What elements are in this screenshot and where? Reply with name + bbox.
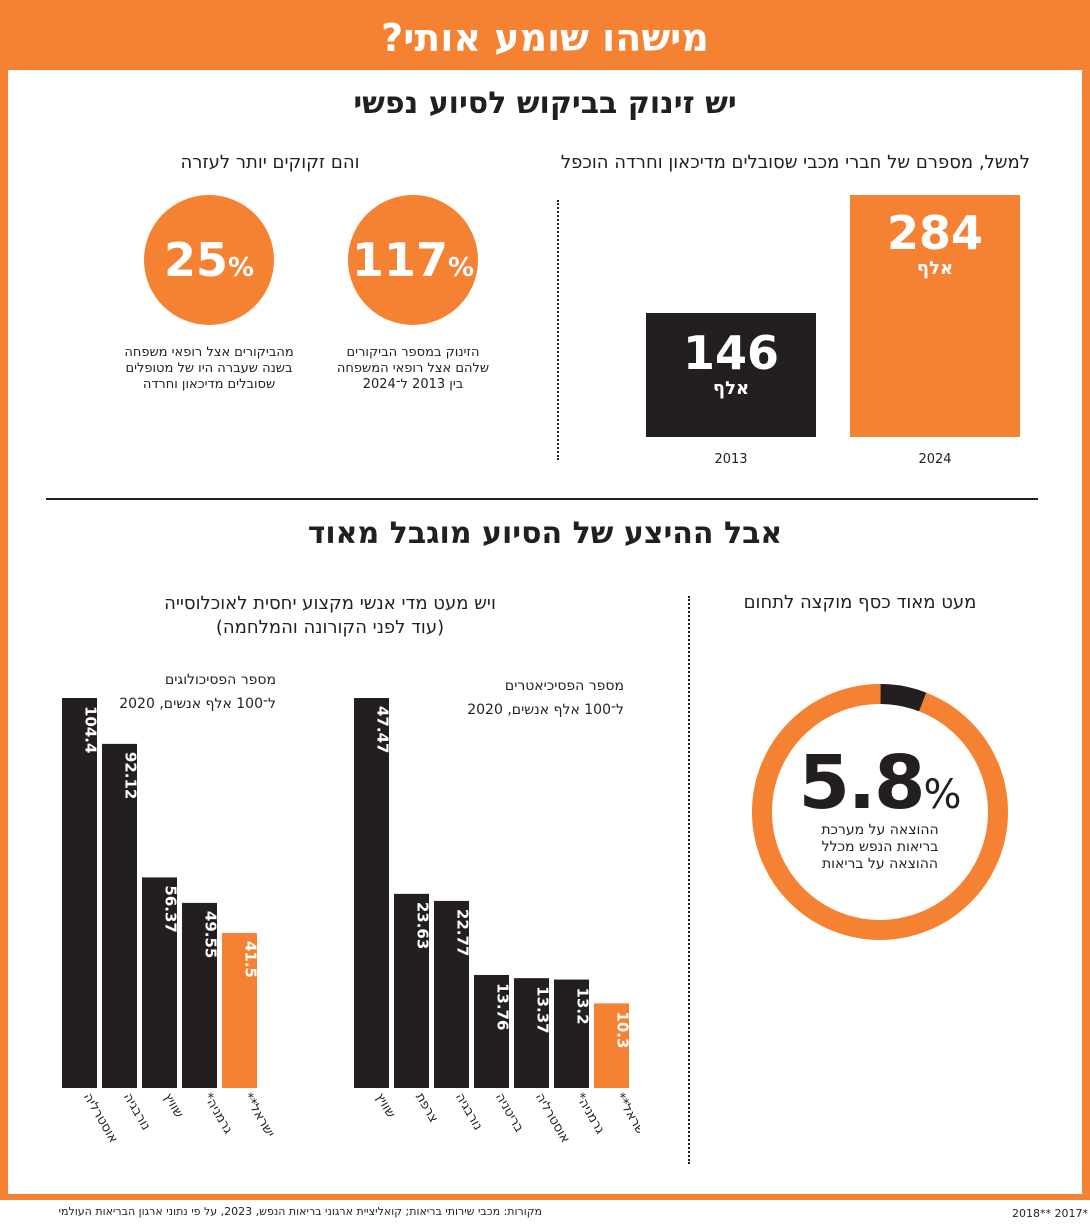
circle-117: 117% [348, 195, 478, 325]
psychologists-chart-title: מספר הפסיכולוגים ל־100 אלף אנשים, 2020 [60, 668, 276, 716]
section-divider [46, 498, 1038, 500]
donut-text: ההוצאה על מערכת בריאות הנפש מכלל ההוצאה … [780, 822, 980, 873]
bar-2013: 146 אלף [646, 312, 816, 437]
psychiatrists-value-label: 13.37 [534, 986, 552, 1033]
psychologists-category-label: גרמניה* [200, 1091, 235, 1137]
psychologists-category-label: נורבגיה [120, 1091, 153, 1133]
psychologists-bar [62, 698, 97, 1088]
circle-25-text: מהביקורים אצל רופאי משפחה בשנה שעברה היו… [104, 345, 314, 393]
section2-heading: אבל ההיצע של הסיוע מוגבל מאוד [307, 516, 783, 551]
circle-25-text-1: מהביקורים אצל רופאי משפחה [124, 345, 294, 360]
psychiatrists-bar [394, 893, 429, 1088]
bar-2013-value: 146 [682, 325, 780, 380]
psychiatrists-value-label: 23.63 [414, 902, 432, 949]
circle-25-pct: % [227, 253, 255, 283]
psychiatrists-value-label: 22.77 [454, 909, 472, 956]
bar-2024-unit: אלף [916, 258, 954, 279]
psychologists-bar [222, 932, 257, 1088]
psychiatrists-value-label: 10.3 [614, 1011, 632, 1048]
psychiatrists-value-label: 47.47 [374, 706, 392, 753]
circle-117-value: 117 [351, 233, 448, 287]
bar-2013-unit: אלף [712, 377, 750, 399]
members-caption: למשל, מספרם של חברי מכבי שסובלים מדיכאון… [560, 152, 1030, 173]
psychologists-title-2: ל־100 אלף אנשים, 2020 [119, 696, 276, 712]
page-title: מישהו שומע אותי? [381, 16, 709, 60]
psychiatrists-category-label: אוסטרליה [532, 1091, 573, 1146]
psychologists-chart: 104.4 אוסטרליה 92.12 נורבגיה 56.37 שוויץ 49.55… [62, 698, 277, 1146]
circle-25-text-3: שסובלים מדיכאון וחרדה [142, 377, 276, 392]
staff-caption-1: ויש מעט מדי אנשי מקצוע יחסית לאוכלוסייה [164, 593, 496, 614]
psychiatrists-bar [434, 900, 469, 1088]
circle-25: 25% [144, 195, 274, 325]
bar-2024-year: 2024 [918, 452, 952, 467]
psychologists-bar [142, 877, 177, 1088]
circle-117-pct: % [447, 253, 475, 283]
psychiatrists-category-label: שוויץ [372, 1091, 398, 1121]
circle-25-value: 25 [163, 233, 228, 287]
psychiatrists-chart: 47.47 שוויץ 23.63 צרפת 22.77 נורבגיה 13.76 בריט… [354, 698, 640, 1146]
staff-caption: ויש מעט מדי אנשי מקצוע יחסית לאוכלוסייה … [60, 592, 600, 640]
psychologists-value-label: 92.12 [122, 752, 140, 799]
donut-text-1: ההוצאה על מערכת [821, 822, 939, 838]
psychiatrists-category-label: צרפת [412, 1091, 441, 1126]
psychiatrists-bar [354, 698, 389, 1088]
psychiatrists-category-label: נורבגיה [452, 1091, 485, 1133]
help-caption: והם זקוקים יותר לעזרה [180, 152, 360, 173]
donut-value-wrap: 5.8% [750, 740, 1010, 826]
psychiatrists-bar [594, 1003, 629, 1088]
psychiatrists-category-label: ישראל** [612, 1091, 640, 1141]
circle-117-text-1: הזינוק במספר הביקורים [346, 345, 480, 360]
donut-ring [752, 684, 1008, 940]
circle-25-text-2: בשנה שעברה היו של מטופלים [125, 361, 293, 376]
psychiatrists-bar [474, 974, 509, 1088]
footer-sources: מקורות: מכבי שירותי בריאות; קואליציית אר… [58, 1205, 542, 1218]
psychologists-value-label: 49.55 [202, 911, 220, 958]
section1-divider [557, 200, 559, 460]
psychologists-value-label: 56.37 [162, 885, 180, 932]
donut-pct: % [923, 772, 962, 818]
circle-117-text-2: שלהם אצל רופאי המשפחה [336, 361, 490, 376]
psychologists-category-label: אוסטרליה [80, 1091, 121, 1146]
circle-117-text: הזינוק במספר הביקורים שלהם אצל רופאי המש… [318, 345, 508, 393]
psychologists-title-1: מספר הפסיכולוגים [165, 672, 276, 688]
psychiatrists-chart-title: מספר הפסיכיאטרים ל־100 אלף אנשים, 2020 [404, 674, 624, 722]
bar-2024: 284 אלף [850, 195, 1020, 437]
psychologists-bar [182, 902, 217, 1088]
psychiatrists-category-label: בריטניה [492, 1091, 526, 1136]
funding-caption: מעט מאוד כסף מוקצה לתחום [743, 592, 977, 613]
circle-117-text-3: בין 2013 ל־2024 [362, 377, 464, 392]
psychologists-bar [102, 743, 137, 1088]
psychiatrists-value-label: 13.2 [574, 988, 592, 1025]
section1-heading: יש זינוק בביקוש לסיוע נפשי [353, 86, 737, 121]
donut-highlight-segment [880, 684, 927, 712]
donut-text-3: ההוצאה על בריאות [821, 856, 939, 872]
psychologists-category-label: ישראל** [240, 1091, 277, 1141]
section2-divider [688, 596, 690, 1164]
donut-chart [752, 684, 1008, 940]
psychologists-value-label: 104.4 [82, 706, 100, 753]
psychiatrists-title-1: מספר הפסיכיאטרים [504, 678, 624, 694]
psychiatrists-bar [554, 979, 589, 1088]
psychiatrists-bar [514, 978, 549, 1088]
psychologists-value-label: 41.5 [242, 941, 260, 978]
bar-2024-value: 284 [886, 206, 984, 260]
psychologists-category-label: שוויץ [160, 1091, 186, 1121]
staff-caption-2: (עוד לפני הקורונה והמלחמה) [215, 617, 445, 638]
psychiatrists-category-label: גרמניה* [572, 1091, 607, 1137]
bar-2013-year: 2013 [714, 452, 748, 467]
psychiatrists-title-2: ל־100 אלף אנשים, 2020 [467, 702, 624, 718]
donut-text-2: בריאות הנפש מכלל [821, 839, 939, 855]
footer-notes: *2017 **2018 [1012, 1207, 1088, 1220]
donut-value: 5.8 [798, 740, 925, 826]
psychiatrists-value-label: 13.76 [494, 983, 512, 1030]
